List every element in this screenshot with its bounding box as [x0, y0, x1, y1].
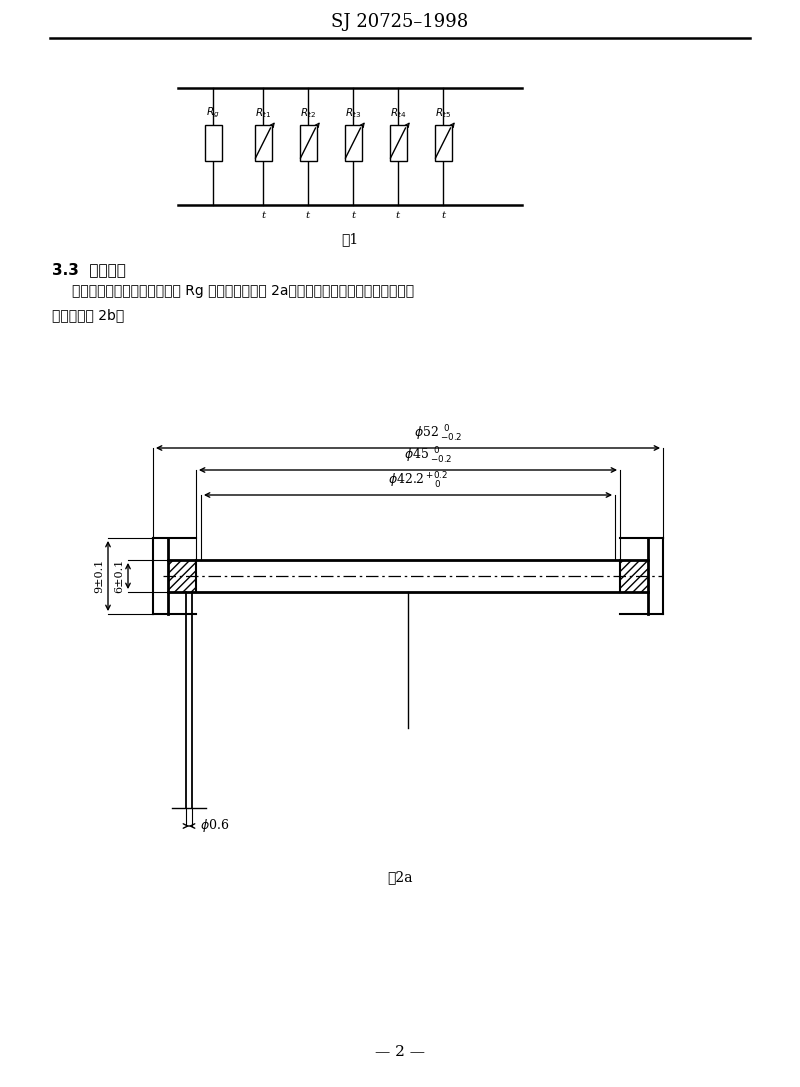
Text: — 2 —: — 2 —: [375, 1045, 425, 1059]
Text: $R_{t1}$: $R_{t1}$: [255, 107, 271, 120]
Bar: [254, 125, 271, 161]
Bar: [620, 560, 648, 592]
Bar: [168, 560, 196, 592]
Bar: [434, 125, 451, 161]
Text: 图1: 图1: [342, 232, 358, 246]
Bar: [205, 125, 222, 161]
Bar: [390, 125, 406, 161]
Text: 9±0.1: 9±0.1: [94, 559, 104, 594]
Text: $\phi$52$\,^{\ 0}_{-0.2}$: $\phi$52$\,^{\ 0}_{-0.2}$: [414, 424, 462, 443]
Text: $R_{t2}$: $R_{t2}$: [300, 107, 316, 120]
Text: $\phi$0.6: $\phi$0.6: [200, 817, 230, 835]
Text: $R_{t4}$: $R_{t4}$: [390, 107, 406, 120]
Text: t: t: [396, 211, 400, 220]
Text: t: t: [261, 211, 265, 220]
Text: 3.3  外形尺尺: 3.3 外形尺尺: [52, 262, 126, 277]
Text: $\phi$42.2$\,^{+0.2}_{\ \ \ 0}$: $\phi$42.2$\,^{+0.2}_{\ \ \ 0}$: [388, 471, 448, 491]
Text: $R_g$: $R_g$: [206, 105, 220, 120]
Bar: [299, 125, 317, 161]
Text: $\phi$45$\,^{\ 0}_{-0.2}$: $\phi$45$\,^{\ 0}_{-0.2}$: [404, 446, 452, 466]
Text: SJ 20725–1998: SJ 20725–1998: [331, 13, 469, 32]
Text: $R_{t3}$: $R_{t3}$: [345, 107, 361, 120]
Text: t: t: [351, 211, 355, 220]
Text: t: t: [306, 211, 310, 220]
Text: 6±0.1: 6±0.1: [114, 559, 124, 594]
Text: t: t: [441, 211, 445, 220]
Bar: [345, 125, 362, 161]
Text: 形尺尺见图 2b。: 形尺尺见图 2b。: [52, 308, 124, 322]
Text: 组件的漆包锄铜线绕固定电阀 Rg 的外形尺尺见图 2a，组件的低温热敏电阀并联件的外: 组件的漆包锄铜线绕固定电阀 Rg 的外形尺尺见图 2a，组件的低温热敏电阀并联件…: [72, 284, 414, 298]
Text: 图2a: 图2a: [387, 870, 413, 884]
Text: $R_{t5}$: $R_{t5}$: [435, 107, 451, 120]
